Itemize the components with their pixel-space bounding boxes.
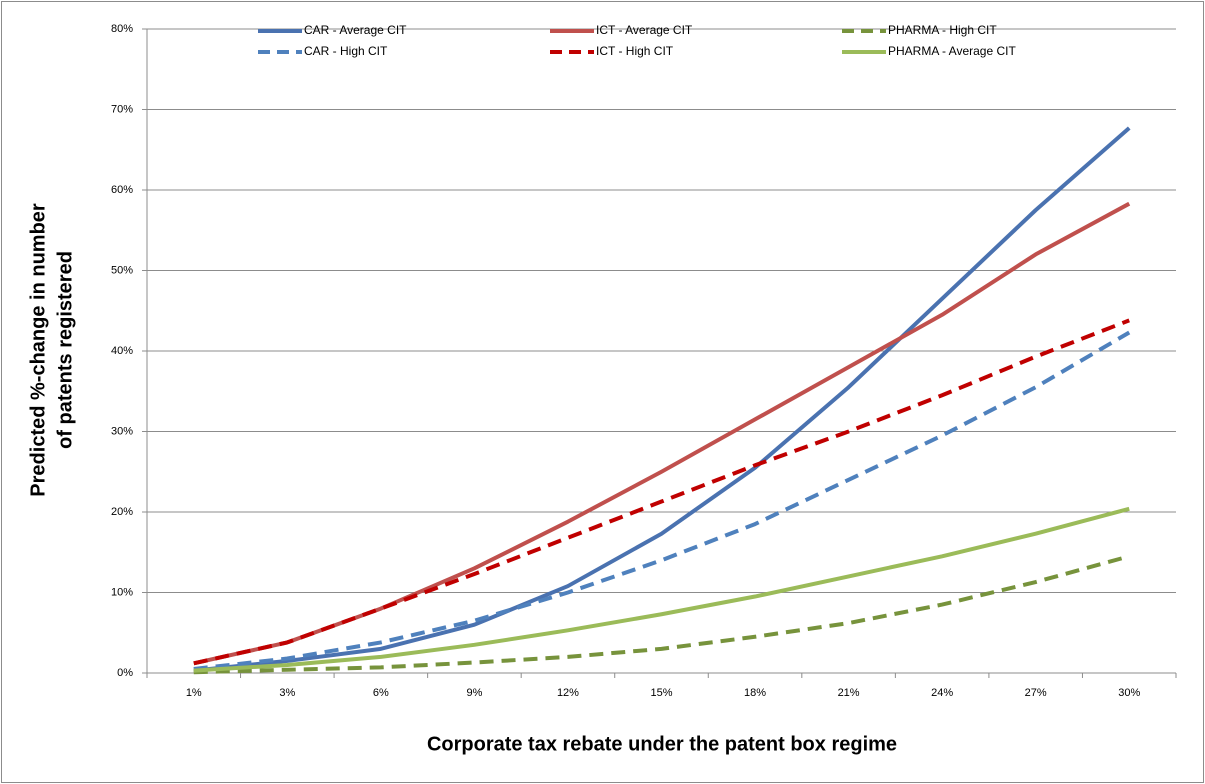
x-tick-label: 1% bbox=[186, 687, 202, 699]
legend-label: ICT - High CIT bbox=[596, 44, 674, 58]
legend-label: PHARMA - Average CIT bbox=[888, 44, 1016, 58]
series-line bbox=[193, 506, 1130, 673]
y-axis-title: Predicted %-change in number bbox=[27, 203, 49, 497]
x-tick-label: 30% bbox=[1118, 687, 1140, 699]
series-line bbox=[193, 126, 1131, 673]
x-tick-label: 27% bbox=[1025, 687, 1047, 699]
series-line bbox=[193, 318, 1130, 666]
y-tick-label: 10% bbox=[111, 586, 133, 598]
legend-label: PHARMA - High CIT bbox=[888, 23, 997, 37]
y-tick-label: 20% bbox=[111, 506, 133, 518]
y-tick-label: 0% bbox=[117, 667, 133, 679]
x-tick-label: 18% bbox=[744, 687, 766, 699]
y-tick-label: 70% bbox=[111, 103, 133, 115]
x-tick-label: 6% bbox=[373, 687, 389, 699]
y-axis-title: of patents registered bbox=[54, 251, 76, 449]
y-tick-label: 50% bbox=[111, 264, 133, 276]
legend-label: CAR - Average CIT bbox=[304, 23, 407, 37]
y-tick-label: 40% bbox=[111, 345, 133, 357]
x-tick-label: 21% bbox=[838, 687, 860, 699]
x-tick-label: 9% bbox=[466, 687, 482, 699]
y-tick-label: 80% bbox=[111, 23, 133, 35]
x-tick-label: 12% bbox=[557, 687, 579, 699]
x-axis-title: Corporate tax rebate under the patent bo… bbox=[427, 733, 897, 755]
series-line bbox=[193, 554, 1130, 675]
x-tick-label: 3% bbox=[279, 687, 295, 699]
y-tick-label: 60% bbox=[111, 184, 133, 196]
x-tick-label: 24% bbox=[931, 687, 953, 699]
legend-label: ICT - Average CIT bbox=[596, 23, 693, 37]
legend-label: CAR - High CIT bbox=[304, 44, 388, 58]
y-tick-label: 30% bbox=[111, 425, 133, 437]
series-line bbox=[193, 330, 1131, 671]
x-tick-label: 15% bbox=[650, 687, 672, 699]
